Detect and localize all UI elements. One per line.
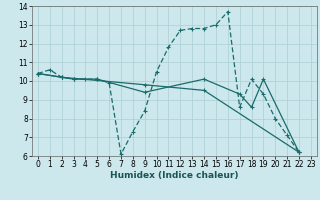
X-axis label: Humidex (Indice chaleur): Humidex (Indice chaleur) [110,171,239,180]
